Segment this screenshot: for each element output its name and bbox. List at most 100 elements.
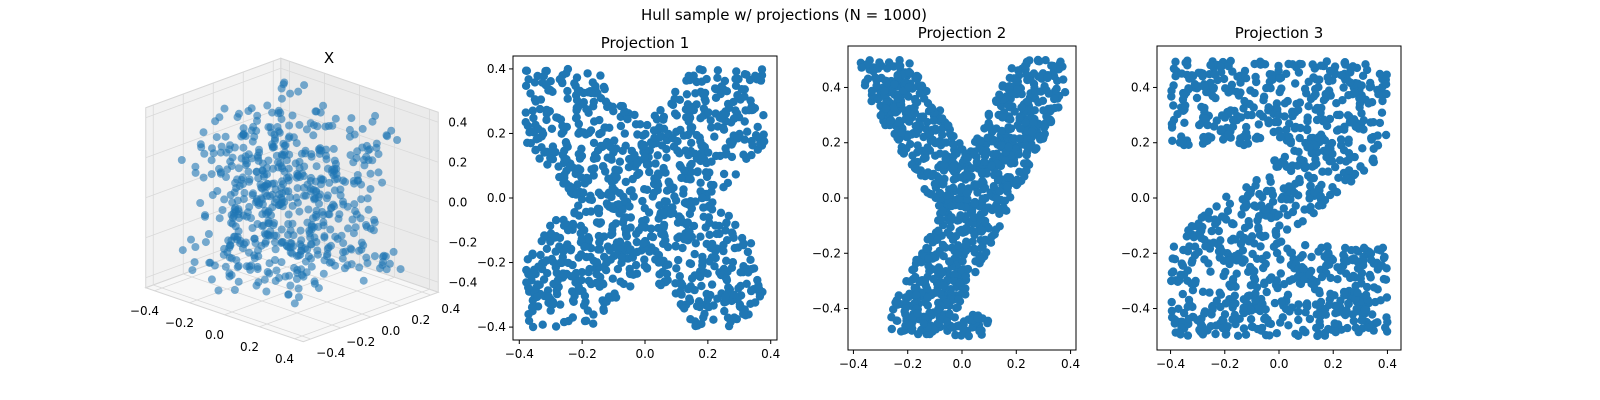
scatter-point (599, 162, 608, 171)
scatter-point (546, 221, 555, 230)
scatter-point (941, 138, 951, 147)
scatter-point (728, 258, 738, 267)
scatter-point (295, 173, 304, 182)
scatter-point (310, 195, 319, 204)
scatter-point (264, 123, 273, 132)
scatter-point (1038, 96, 1048, 106)
scatter-point (257, 241, 266, 250)
scatter-point (937, 267, 946, 276)
scatter-point (220, 104, 229, 113)
scatter-point (977, 226, 986, 235)
scatter-point (1240, 96, 1249, 106)
scatter-point (992, 194, 1001, 204)
scatter-point (1354, 327, 1363, 337)
scatter-point (731, 106, 740, 115)
scatter-point (557, 129, 566, 138)
scatter-point (277, 225, 286, 234)
scatter-point (939, 252, 948, 261)
scatter-point (713, 66, 723, 75)
scatter-point (226, 141, 234, 150)
scatter-point (253, 116, 261, 125)
scatter-point (199, 173, 208, 182)
scatter-point (559, 317, 569, 327)
scatter-point (1291, 79, 1300, 88)
scatter-point (887, 313, 896, 322)
scatter-point (624, 163, 634, 172)
scatter-point (722, 274, 731, 284)
scatter-point (934, 304, 943, 314)
scatter-point (730, 290, 739, 299)
scatter-point (357, 195, 366, 204)
scatter-point (286, 89, 295, 98)
scatter-point (548, 300, 558, 309)
scatter-point (220, 195, 229, 204)
scatter-point (1330, 326, 1339, 336)
scatter-point (616, 121, 626, 131)
scatter-point (309, 131, 318, 140)
scatter-point (1294, 307, 1303, 316)
scatter-point (927, 310, 937, 320)
scatter-point (1353, 288, 1362, 297)
scatter-point (876, 111, 885, 120)
scatter-point (953, 241, 963, 250)
scatter-point (984, 109, 993, 119)
scatter-point (680, 166, 689, 175)
scatter-point (955, 278, 964, 288)
y-tick-label: 0.0 (1131, 191, 1150, 205)
scatter-point (599, 82, 609, 92)
scatter-point (228, 219, 237, 228)
scatter-point (1273, 239, 1282, 248)
scatter-point (318, 207, 327, 216)
scatter-point (976, 214, 986, 223)
scatter-point (894, 61, 903, 70)
scatter-point (905, 59, 914, 68)
scatter-point (1013, 85, 1022, 94)
scatter-point (271, 245, 280, 254)
scatter-point (886, 61, 896, 70)
scatter-point (1364, 99, 1373, 108)
scatter-point (755, 292, 765, 301)
scatter-point (1316, 200, 1325, 210)
scatter-point (631, 260, 641, 270)
scatter-point (684, 150, 693, 160)
scatter-point (1251, 134, 1261, 143)
scatter-point (671, 242, 680, 251)
scatter-point (1199, 133, 1208, 142)
scatter-point (1189, 233, 1199, 242)
scatter-point (1225, 256, 1235, 265)
scatter-point (1167, 86, 1176, 95)
scatter-point (685, 175, 694, 184)
scatter-point (378, 252, 387, 261)
scatter-point (524, 75, 533, 84)
scatter-point (319, 101, 328, 110)
scatter-point (539, 275, 549, 284)
scatter-point (705, 230, 714, 239)
scatter-point (301, 244, 310, 253)
scatter-point (733, 91, 742, 100)
scatter-point (285, 271, 294, 280)
scatter-point (629, 248, 638, 257)
scatter-point (1248, 249, 1257, 259)
scatter-point (1339, 83, 1348, 92)
scatter-point (364, 205, 373, 214)
scatter-point (1291, 329, 1300, 339)
scatter-point (1272, 248, 1282, 258)
scatter-point (587, 195, 597, 205)
scatter-point (721, 109, 731, 118)
scatter-point (746, 239, 756, 248)
scatter-point (740, 135, 749, 144)
scatter-point (1027, 127, 1037, 137)
scatter-point (1184, 140, 1193, 149)
scatter-point (1368, 310, 1377, 319)
scatter-point (1381, 80, 1391, 89)
scatter-point (363, 194, 372, 203)
scatter-point (1366, 249, 1376, 258)
scatter-point (1369, 118, 1378, 127)
scatter-point (277, 115, 286, 124)
scatter-point (1183, 247, 1193, 256)
scatter-point (651, 159, 660, 168)
scatter-point (1381, 130, 1391, 140)
scatter-point (654, 180, 663, 190)
scatter-point (719, 183, 728, 192)
scatter-point (1305, 314, 1315, 324)
